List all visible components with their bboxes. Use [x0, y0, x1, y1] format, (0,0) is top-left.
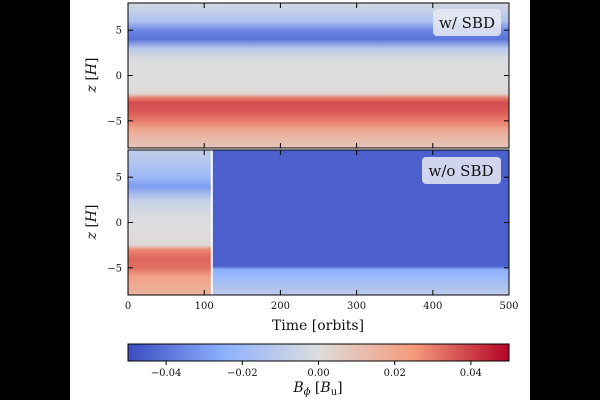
y-axis-label-bottom: z [H]	[84, 205, 100, 241]
colorbar-tick-label: −0.04	[151, 368, 182, 379]
y-tick-label: 0	[116, 71, 122, 82]
y-axis-label-top: z [H]	[84, 58, 100, 94]
heatmap-field-early	[128, 150, 212, 295]
y-tick-label: 5	[116, 173, 122, 184]
panel-with-sbd: 5 0 −5 w/ SBD z [H]	[84, 2, 510, 149]
colorbar-tick-label: 0.00	[307, 368, 329, 379]
y-tick-label: −5	[107, 116, 122, 127]
colorbar-tick-label: 0.04	[460, 368, 482, 379]
colorbar-fill	[127, 343, 510, 362]
colorbar: −0.04 −0.02 0.00 0.02 0.04 Bϕ [Bu]	[127, 343, 510, 398]
x-ticks-without-sbd: 0 100 200 300 400 500	[125, 150, 519, 312]
x-tick-label: 400	[423, 301, 442, 312]
x-ticks-with-sbd	[127, 3, 510, 148]
panel-label-with-sbd: w/ SBD	[439, 14, 495, 32]
y-ticks-with-sbd: 5 0 −5	[107, 26, 509, 127]
y-ticks-without-sbd: 5 0 −5	[107, 173, 509, 274]
x-tick-label: 100	[195, 301, 214, 312]
legend-box	[422, 157, 501, 184]
y-tick-label: −5	[107, 263, 122, 274]
colorbar-tick-label: 0.02	[384, 368, 406, 379]
colorbar-label: Bϕ [Bu]	[292, 380, 342, 398]
x-tick-label: 500	[499, 301, 518, 312]
panel-without-sbd: 5 0 −5 0 100 200 300 400 500 w/o SBD z [H] Time…	[84, 149, 519, 334]
colorbar-tick-label: −0.02	[227, 368, 258, 379]
y-tick-label: 0	[116, 218, 122, 229]
legend-box	[433, 9, 501, 36]
x-tick-label: 200	[271, 301, 290, 312]
x-tick-label: 0	[125, 301, 131, 312]
x-tick-label: 300	[347, 301, 366, 312]
panel-label-without-sbd: w/o SBD	[428, 162, 493, 180]
y-tick-label: 5	[116, 26, 122, 37]
colorbar-ticks: −0.04 −0.02 0.00 0.02 0.04	[151, 361, 482, 379]
x-axis-label: Time [orbits]	[272, 318, 364, 334]
